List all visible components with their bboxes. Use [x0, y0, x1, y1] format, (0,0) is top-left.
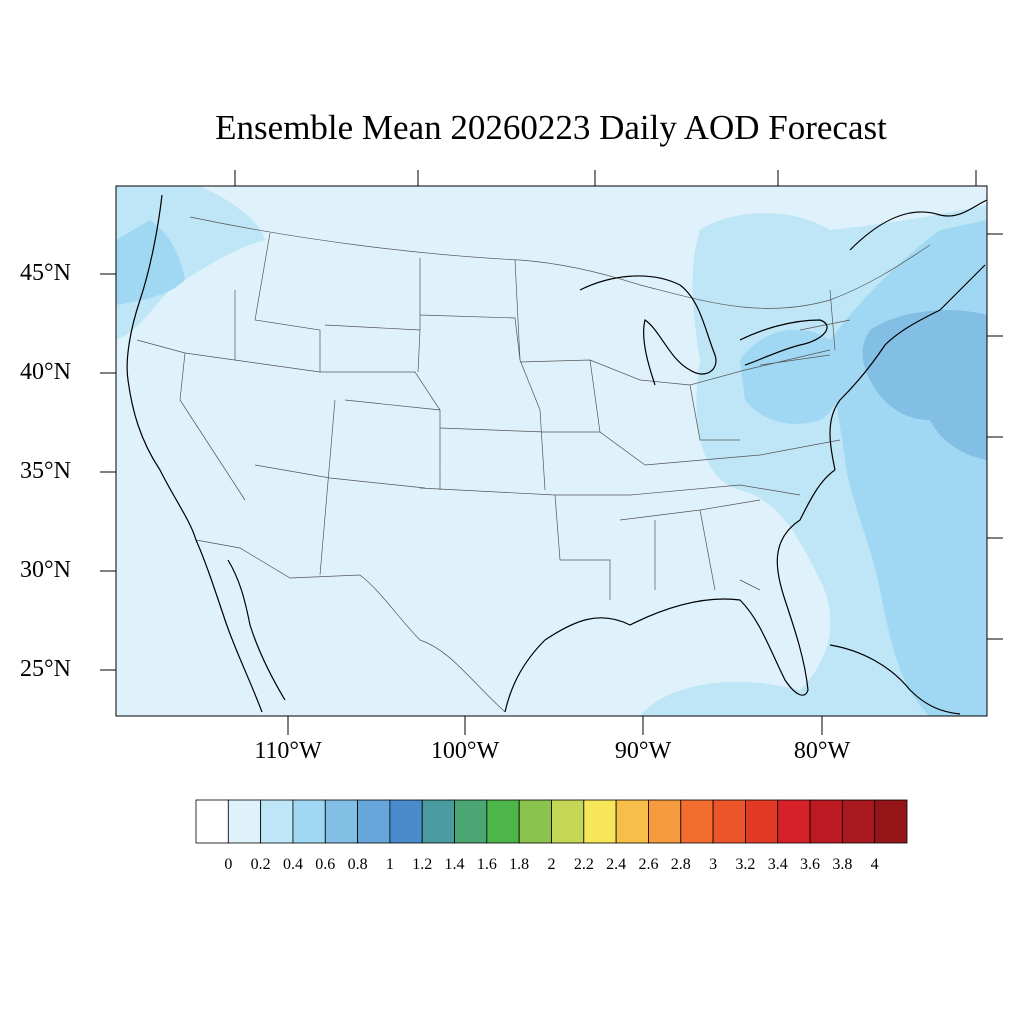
colorbar-swatch: [615, 799, 649, 844]
lat-label-30n: 30°N: [20, 557, 71, 583]
colorbar-swatch: [809, 799, 843, 844]
lon-label-90w: 90°W: [614, 738, 672, 764]
colorbar-swatch: [518, 799, 552, 844]
colorbar-tick-label: 3.8: [832, 856, 853, 873]
lon-label-80w: 80°W: [793, 738, 851, 764]
colorbar-swatch: [648, 799, 682, 844]
aod-region-greatlakes: [740, 329, 841, 424]
colorbar-swatch: [745, 799, 779, 844]
colorbar-tick-label: 2: [547, 856, 556, 873]
lat-label-35n: 35°N: [20, 458, 71, 484]
state-boundaries: [136, 216, 931, 713]
left-ticks: [100, 273, 116, 671]
lat-label-40n: 40°N: [20, 359, 71, 385]
colorbar-tick-label: 4: [870, 856, 879, 873]
colorbar-swatch: [454, 799, 488, 844]
state-lines-central: [419, 259, 646, 600]
colorbar-swatch: [227, 799, 262, 844]
colorbar-tick-label: 1.8: [509, 856, 530, 873]
right-ticks: [987, 233, 1003, 640]
top-ticks: [234, 170, 977, 186]
colorbar-swatch: [777, 799, 811, 844]
colorbar-tick-label: 2.4: [606, 856, 627, 873]
coast-baja: [227, 559, 286, 701]
state-lines-east: [619, 289, 851, 591]
colorbar-swatch: [841, 799, 876, 844]
colorbar-tick-label: 3.2: [735, 856, 756, 873]
map-frame: [115, 185, 988, 717]
coast-canada-east: [849, 199, 987, 251]
colorbar-tick-label: 1.2: [412, 856, 433, 873]
colorbar-tick-label: 0.2: [250, 856, 271, 873]
lon-label-110w: 110°W: [254, 738, 322, 764]
colorbar-swatch: [486, 799, 520, 844]
coast-cuba: [829, 644, 961, 715]
coast-atlantic: [829, 264, 986, 471]
coast-gulf: [504, 469, 836, 713]
colorbar-tick-label: 0.8: [347, 856, 368, 873]
coast-pacific: [126, 194, 263, 713]
map-title: Ensemble Mean 20260223 Daily AOD Forecas…: [215, 108, 887, 147]
border-us-canada: [189, 216, 931, 309]
colorbar-tick-label: 0.4: [282, 856, 303, 873]
bottom-ticks: [287, 716, 823, 735]
lat-label-25n: 25°N: [20, 656, 71, 682]
colorbar-swatch: [292, 799, 326, 844]
colorbar-tick-label: 3: [709, 856, 718, 873]
colorbar-swatch: [357, 799, 391, 844]
colorbar-tick-label: 3.4: [767, 856, 788, 873]
colorbar-swatch: [195, 799, 229, 844]
colorbar-tick-label: 1.4: [444, 856, 465, 873]
colorbar-tick-label: 0.6: [315, 856, 336, 873]
border-us-mexico: [195, 539, 506, 713]
aod-region-atlantic-core: [862, 310, 987, 460]
colorbar-swatch: [551, 799, 585, 844]
colorbar-swatch: [260, 799, 294, 844]
colorbar-tick-label: 2.6: [638, 856, 659, 873]
colorbar-swatch: [583, 799, 617, 844]
lon-label-100w: 100°W: [430, 738, 500, 764]
colorbar: [195, 799, 908, 844]
colorbar-swatch: [389, 799, 423, 844]
colorbar-tick-label: 1: [385, 856, 394, 873]
colorbar-swatch: [712, 799, 746, 844]
colorbar-tick-label: 3.6: [800, 856, 821, 873]
great-lakes: [579, 275, 828, 386]
colorbar-swatch: [874, 799, 908, 844]
state-lines-west: [136, 232, 521, 576]
colorbar-tick-label: 1.6: [476, 856, 497, 873]
colorbar-tick-label: 2.8: [670, 856, 691, 873]
colorbar-tick-label: 2.2: [573, 856, 594, 873]
colorbar-swatch: [324, 799, 358, 844]
coastlines: [126, 194, 987, 715]
colorbar-tick-label: 0: [224, 856, 233, 873]
lat-label-45n: 45°N: [20, 260, 71, 286]
colorbar-swatch: [421, 799, 455, 844]
colorbar-swatch: [680, 799, 714, 844]
